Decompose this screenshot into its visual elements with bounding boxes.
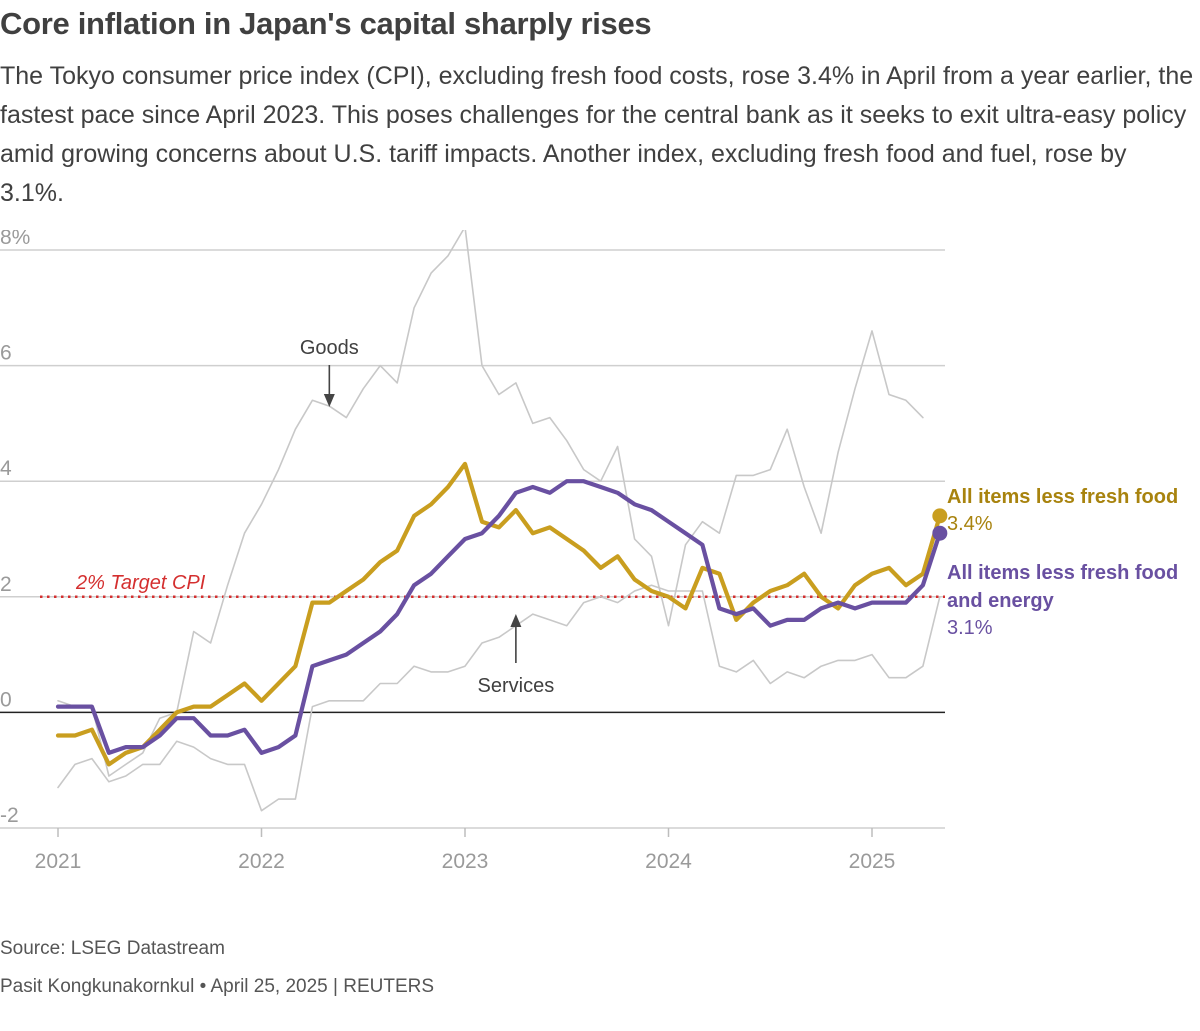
series-line-services	[57, 230, 924, 777]
series-label-less-fresh-food: All items less fresh food	[947, 486, 1178, 508]
annotation-label-goods: Goods	[300, 337, 359, 359]
y-tick-label: 8%	[0, 230, 30, 249]
target-label: 2% Target CPI	[75, 572, 206, 594]
series-end-point-all-items-less-fresh-food-and-energy	[932, 525, 948, 541]
series-value-less-fresh-food: 3.4%	[947, 513, 993, 535]
y-tick-label: 2	[0, 573, 12, 596]
x-tick-label: 2025	[849, 850, 896, 873]
series-line-all-items-less-fresh-food-and-energy	[55, 479, 942, 756]
series-lines	[55, 230, 948, 812]
annotations: Goods Services	[300, 337, 554, 697]
gridlines: 8% 6 4 2 0 -2	[0, 230, 945, 829]
series-line-all-items-less-fresh-food	[55, 461, 942, 767]
series-labels: All items less fresh food 3.4% All items l…	[947, 486, 1178, 639]
chart-title: Core inflation in Japan's capital sharpl…	[0, 6, 652, 41]
y-tick-label: -2	[0, 804, 19, 827]
x-tick-label: 2021	[35, 850, 82, 873]
arrow-up-icon	[510, 614, 522, 627]
x-tick-label: 2023	[442, 850, 489, 873]
byline: Pasit Kongkunakornkul • April 25, 2025 |…	[0, 976, 435, 997]
y-tick-label: 0	[0, 688, 12, 711]
series-value-less-fresh-food-and-energy: 3.1%	[947, 617, 993, 639]
source-note: Source: LSEG Datastream	[0, 938, 225, 959]
chart-subtitle: The Tokyo consumer price index (CPI), ex…	[0, 62, 1194, 207]
target-line-group: 2% Target CPI	[40, 572, 945, 599]
y-tick-label: 4	[0, 457, 12, 480]
series-end-point-all-items-less-fresh-food	[932, 508, 948, 524]
arrow-down-icon	[323, 394, 335, 407]
series-line-goods	[57, 584, 941, 812]
x-tick-label: 2022	[238, 850, 285, 873]
series-label-less-fresh-food-and-energy: All items less fresh food and energy	[947, 562, 1178, 612]
annotation-label-services: Services	[478, 675, 555, 697]
y-tick-label: 6	[0, 342, 12, 365]
x-tick-label: 2024	[645, 850, 692, 873]
x-axis: 2021 2022 2023 2024 2025	[35, 828, 896, 873]
